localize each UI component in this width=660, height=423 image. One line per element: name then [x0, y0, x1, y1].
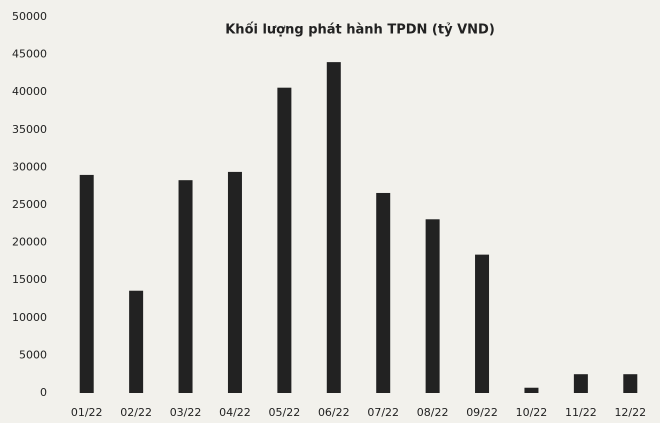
x-tick-label: 08/22 [417, 406, 449, 419]
x-tick-label: 01/22 [71, 406, 103, 419]
bar [524, 387, 539, 393]
x-tick-label: 07/22 [367, 406, 399, 419]
bar [178, 180, 193, 393]
y-tick-label: 15000 [12, 273, 47, 286]
bar [376, 192, 391, 393]
y-tick-label: 30000 [12, 160, 47, 173]
y-tick-label: 45000 [12, 48, 47, 61]
x-tick-label: 04/22 [219, 406, 251, 419]
x-tick-label: 09/22 [466, 406, 498, 419]
y-tick-label: 25000 [12, 198, 47, 211]
y-tick-label: 40000 [12, 85, 47, 98]
y-tick-label: 5000 [19, 348, 47, 361]
y-tick-label: 20000 [12, 236, 47, 249]
x-tick-label: 03/22 [170, 406, 202, 419]
chart-title: Khối lượng phát hành TPDN (tỷ VND) [225, 23, 495, 38]
x-tick-label: 10/22 [516, 406, 548, 419]
bar [623, 374, 638, 393]
bar [326, 62, 341, 394]
y-tick-label: 50000 [12, 10, 47, 23]
x-tick-label: 05/22 [269, 406, 301, 419]
bar [277, 87, 292, 394]
y-tick-label: 10000 [12, 311, 47, 324]
bar [129, 290, 144, 393]
bar [573, 374, 588, 393]
x-tick-label: 02/22 [120, 406, 152, 419]
x-tick-label: 06/22 [318, 406, 350, 419]
bar [227, 171, 242, 393]
y-tick-label: 35000 [12, 123, 47, 136]
bar [79, 174, 94, 393]
x-tick-label: 12/22 [614, 406, 646, 419]
bar [425, 219, 440, 393]
x-tick-label: 11/22 [565, 406, 597, 419]
y-tick-label: 0 [40, 386, 47, 399]
bar [475, 254, 490, 393]
